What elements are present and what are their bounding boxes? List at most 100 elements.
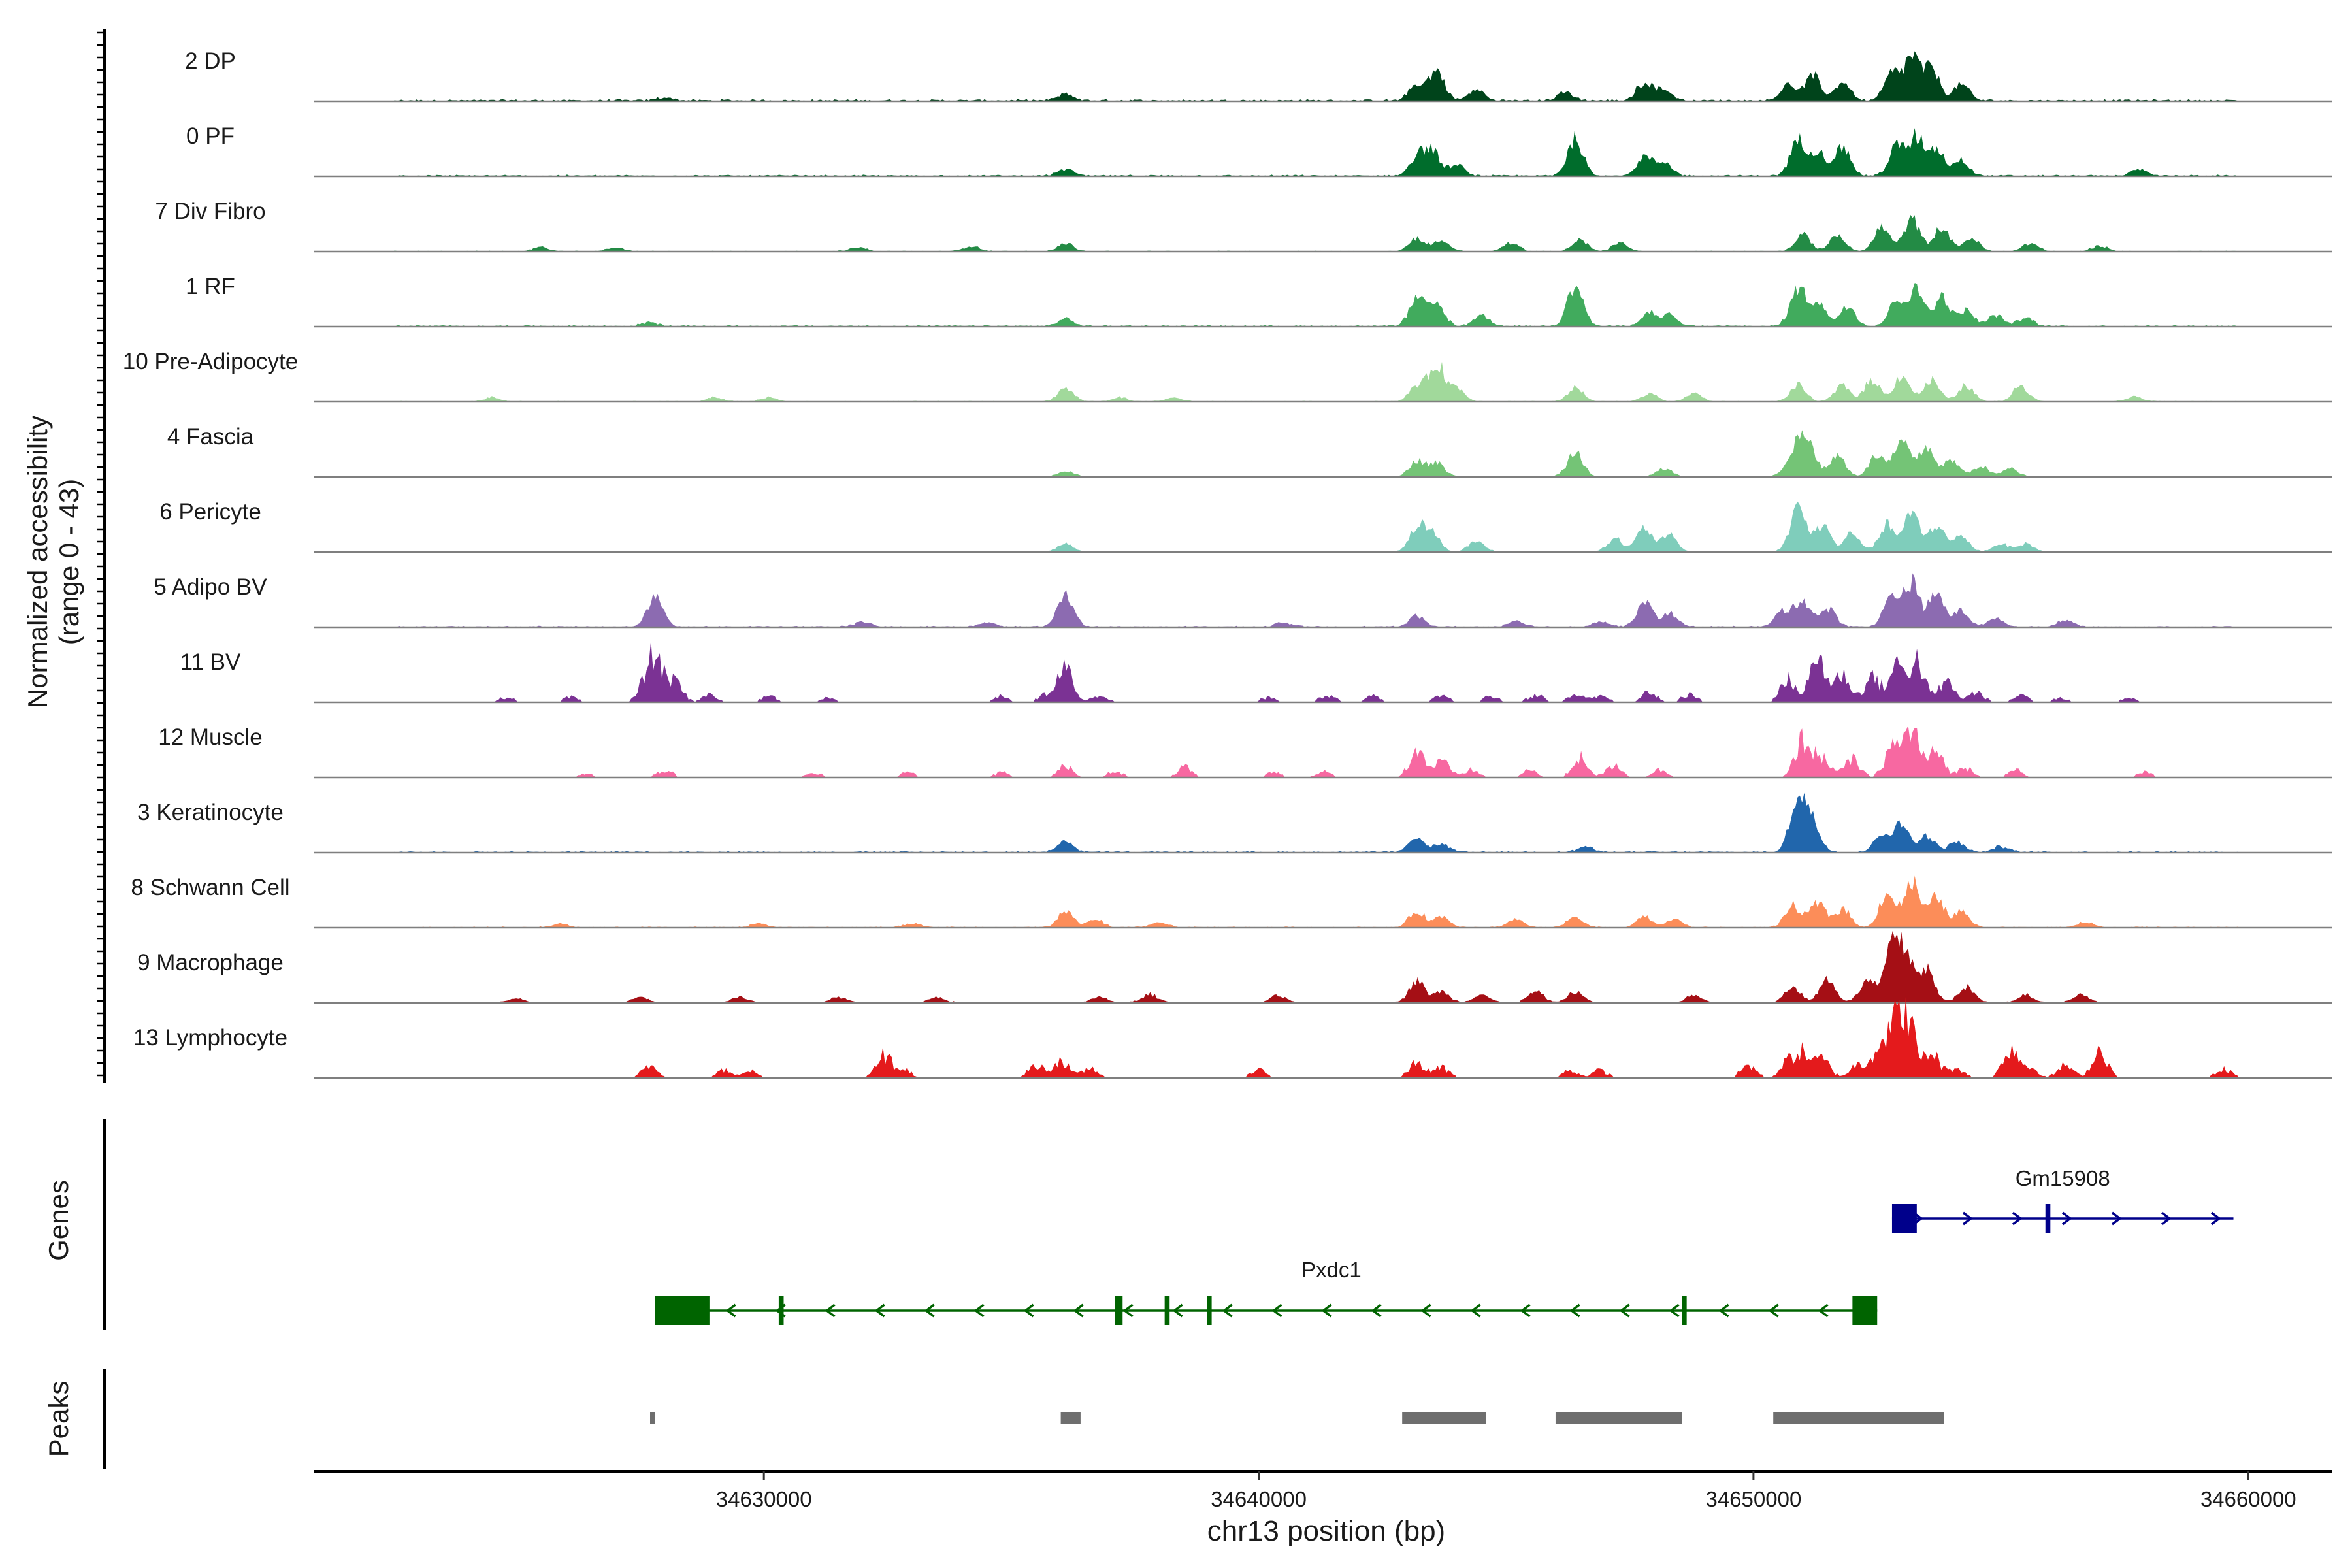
x-axis-title: chr13 position (bp) xyxy=(1207,1515,1445,1547)
coverage-area xyxy=(348,361,2337,402)
track-label: 4 Fascia xyxy=(167,424,254,449)
x-tick-label: 34640000 xyxy=(1211,1487,1307,1511)
track-9-macrophage: 9 Macrophage xyxy=(137,930,2337,1004)
genes-panel-label: Genes xyxy=(43,1180,74,1261)
strand-arrow xyxy=(2012,1211,2023,1226)
coverage-area xyxy=(348,725,2337,777)
strand-arrow xyxy=(1619,1303,1630,1318)
track-label: 13 Lymphocyte xyxy=(133,1025,287,1051)
exon xyxy=(1891,1204,1917,1233)
y-axis: Normalized accessibility (range 0 - 43) xyxy=(22,29,106,1083)
strand-arrow xyxy=(1371,1303,1382,1318)
track-label: 8 Schwann Cell xyxy=(131,875,289,900)
track-label: 1 RF xyxy=(186,274,235,299)
track-label: 7 Div Fibro xyxy=(155,199,265,224)
strand-arrow xyxy=(1669,1303,1680,1318)
strand-arrow xyxy=(1569,1303,1580,1318)
strand-arrow xyxy=(1122,1303,1134,1318)
coverage-area xyxy=(348,792,2337,853)
gene-gm15908: Gm15908 xyxy=(1891,1166,2234,1233)
coverage-area xyxy=(348,128,2337,176)
track-10-pre-adipocyte: 10 Pre-Adipocyte xyxy=(123,349,2337,403)
track-8-schwann-cell: 8 Schwann Cell xyxy=(131,875,2337,929)
track-label: 0 PF xyxy=(186,123,235,149)
strand-arrow xyxy=(973,1303,985,1318)
coverage-area xyxy=(348,430,2337,477)
strand-arrow xyxy=(2111,1211,2122,1226)
peak-region xyxy=(1060,1412,1081,1424)
track-1-rf: 1 RF xyxy=(186,274,2337,328)
exon xyxy=(1164,1296,1170,1325)
strand-arrow xyxy=(2161,1211,2172,1226)
track-11-bv: 11 BV xyxy=(180,640,2337,704)
strand-arrow xyxy=(874,1303,885,1318)
peak-region xyxy=(1555,1412,1682,1424)
strand-arrow xyxy=(1271,1303,1282,1318)
strand-arrow xyxy=(1520,1303,1531,1318)
coverage-area xyxy=(348,875,2337,928)
strand-arrow xyxy=(1222,1303,1233,1318)
y-axis-range-label: (range 0 - 43) xyxy=(54,479,84,645)
track-4-fascia: 4 Fascia xyxy=(167,424,2337,478)
strand-arrow xyxy=(2061,1211,2072,1226)
exon xyxy=(778,1296,784,1325)
track-0-pf: 0 PF xyxy=(186,123,2337,178)
exon xyxy=(1852,1296,1878,1325)
x-tick-label: 34630000 xyxy=(716,1487,812,1511)
track-13-lymphocyte: 13 Lymphocyte xyxy=(133,994,2337,1079)
track-label: 9 Macrophage xyxy=(137,950,284,975)
track-label: 11 BV xyxy=(180,649,241,675)
exon xyxy=(655,1296,710,1325)
coverage-tracks: 2 DP 0 PF 7 Div Fibro 1 RF 10 Pre-Adipocyte 4… xyxy=(123,48,2337,1079)
x-tick-label: 34650000 xyxy=(1705,1487,1801,1511)
strand-arrow xyxy=(924,1303,935,1318)
peak-region xyxy=(650,1412,655,1424)
exon xyxy=(1207,1296,1212,1325)
strand-arrow xyxy=(1073,1303,1084,1318)
coverage-area xyxy=(348,283,2337,327)
strand-arrow xyxy=(725,1303,736,1318)
coverage-area xyxy=(348,930,2337,1003)
peaks-panel: Peaks xyxy=(43,1369,1944,1469)
track-label: 6 Pericyte xyxy=(159,499,261,525)
track-3-keratinocyte: 3 Keratinocyte xyxy=(137,792,2337,854)
strand-arrow xyxy=(1321,1303,1332,1318)
exon xyxy=(1115,1296,1123,1325)
strand-arrow xyxy=(825,1303,836,1318)
strand-arrow xyxy=(1962,1211,1973,1226)
strand-arrow xyxy=(1470,1303,1481,1318)
coverage-area xyxy=(348,51,2337,101)
gene-pxdc1: Pxdc1 xyxy=(655,1258,1878,1325)
strand-arrow xyxy=(1420,1303,1431,1318)
track-5-adipo-bv: 5 Adipo BV xyxy=(154,573,2337,629)
peak-region xyxy=(1773,1412,1944,1424)
track-label: 2 DP xyxy=(185,48,236,74)
track-6-pericyte: 6 Pericyte xyxy=(159,499,2337,553)
coverage-area xyxy=(348,640,2337,702)
x-tick-label: 34660000 xyxy=(2200,1487,2296,1511)
strand-arrow xyxy=(1718,1303,1729,1318)
track-label: 12 Muscle xyxy=(158,725,263,750)
strand-arrow xyxy=(1768,1303,1779,1318)
strand-arrow xyxy=(1818,1303,1829,1318)
peaks-panel-label: Peaks xyxy=(43,1381,74,1458)
strand-arrow xyxy=(1172,1303,1183,1318)
coverage-area xyxy=(348,214,2337,252)
coverage-area xyxy=(348,994,2337,1078)
x-axis: chr13 position (bp) 34630000 34640000 3465… xyxy=(314,1470,2332,1547)
strand-arrow xyxy=(2210,1211,2221,1226)
peak-region xyxy=(1402,1412,1486,1424)
track-12-muscle: 12 Muscle xyxy=(158,725,2337,779)
exon xyxy=(2045,1204,2051,1233)
exon xyxy=(1682,1296,1687,1325)
gene-label: Gm15908 xyxy=(2016,1166,2110,1190)
coverage-area xyxy=(348,501,2337,552)
y-axis-title: Normalized accessibility xyxy=(22,416,53,708)
track-label: 3 Keratinocyte xyxy=(137,800,284,825)
strand-arrow xyxy=(1023,1303,1034,1318)
coverage-area xyxy=(348,573,2337,627)
track-label: 10 Pre-Adipocyte xyxy=(123,349,298,374)
genes-panel: Genes Gm15908 Pxdc1 xyxy=(43,1119,2234,1330)
track-label: 5 Adipo BV xyxy=(154,574,267,600)
